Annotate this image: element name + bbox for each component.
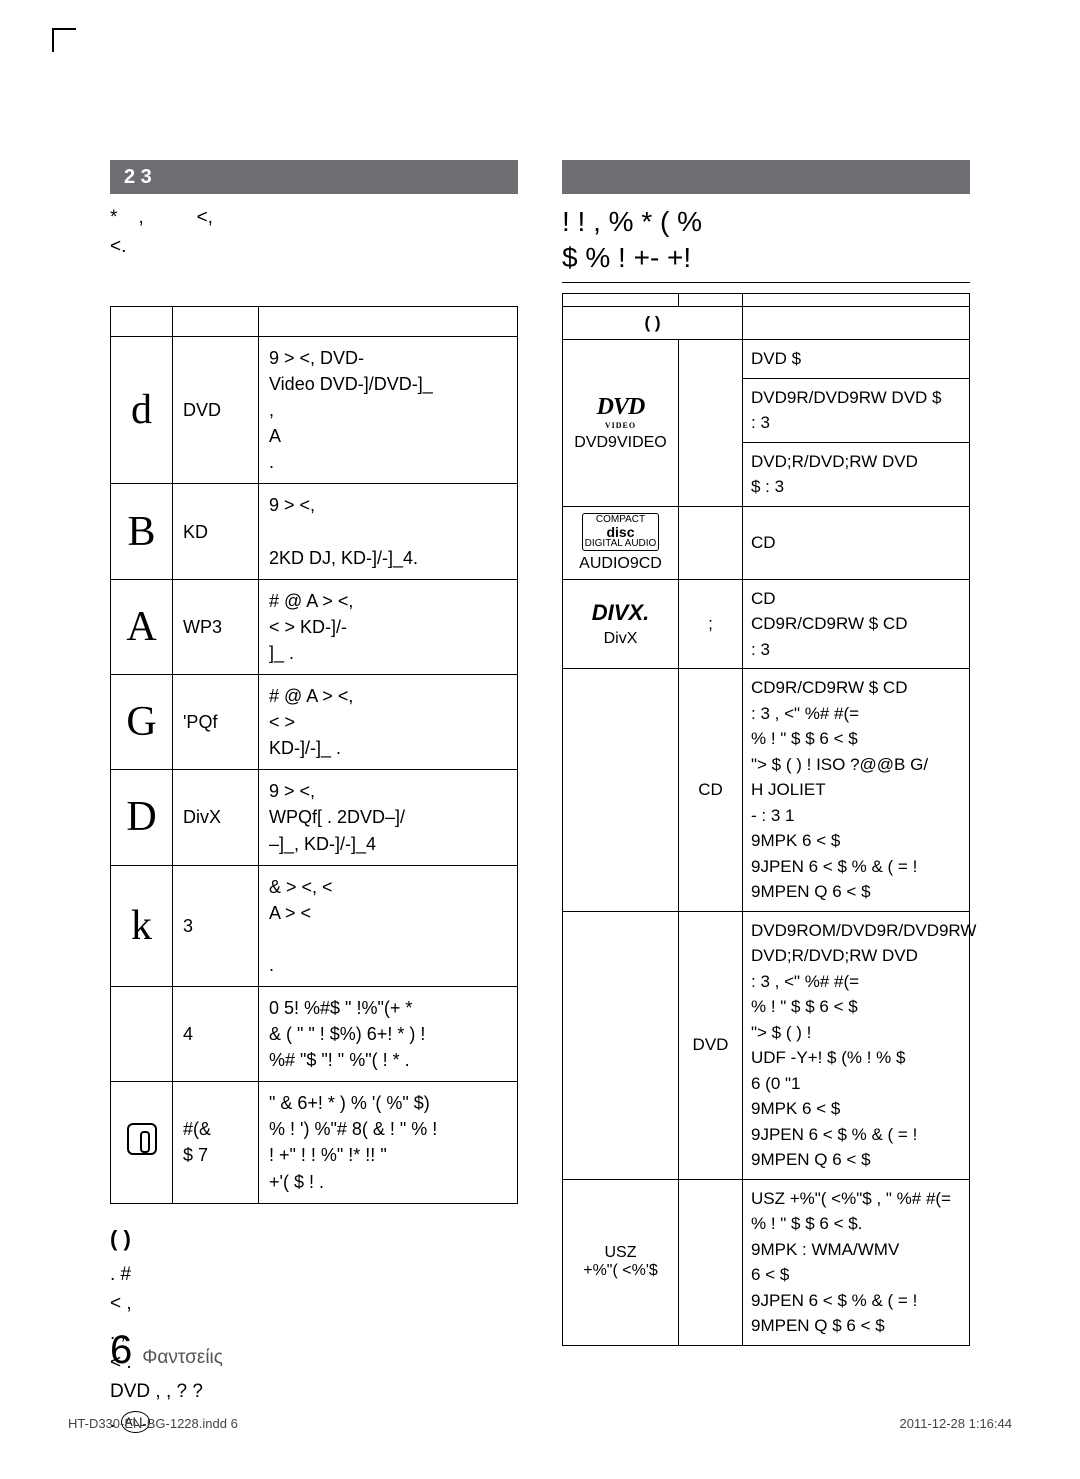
icon-cell xyxy=(111,986,173,1081)
type-desc-cell: CD xyxy=(743,506,970,579)
type-label: AUDIO9CD xyxy=(579,555,662,573)
intro-text: * , <, <. xyxy=(110,204,518,292)
letter-icon: A xyxy=(126,604,156,650)
disc-types-table: ( ) DVDVIDEO DVD9VIDEO DVD $DVD9R/DVD9RW D… xyxy=(562,293,970,1346)
desc-cell: # @ A > <, < > KD-]/-]_ . xyxy=(259,675,518,770)
type-desc-cell: DVD;R/DVD;RW DVD $ : 3 xyxy=(743,442,970,506)
icon-cell: d xyxy=(111,337,173,484)
type-mid-cell: DVD xyxy=(679,911,743,1179)
icons-table: d DVD9 > <, DVD- Video DVD-]/DVD-]_ , A .… xyxy=(110,306,518,1204)
cd-logo-icon: COMPACTdiscDIGITAL AUDIO xyxy=(582,513,660,551)
type-logo-cell: DIVX. DivX xyxy=(563,579,679,669)
icon-cell: A xyxy=(111,579,173,674)
icon-cell: k xyxy=(111,865,173,986)
desc-cell: & > <, < A > < . xyxy=(259,865,518,986)
types-th-3 xyxy=(743,294,970,307)
letter-icon: B xyxy=(127,509,155,555)
term-cell: 'PQf xyxy=(173,675,259,770)
footer-date: 2011-12-28 1:16:44 xyxy=(899,1416,1012,1431)
desc-cell: 9 > <, 2KD DJ, KD-]/-]_4. xyxy=(259,484,518,579)
term-cell: DVD xyxy=(173,337,259,484)
desc-cell: 0 5! %#$ " !%"(+ * & ( " " ! $%) 6+! * )… xyxy=(259,986,518,1081)
desc-cell: 9 > <, DVD- Video DVD-]/DVD-]_ , A . xyxy=(259,337,518,484)
type-label: USZ +%"( <%'$ xyxy=(583,1244,658,1280)
icons-th-1 xyxy=(111,307,173,337)
page-label: Φαντσείις xyxy=(142,1347,223,1369)
types-th-group: ( ) xyxy=(563,307,743,340)
type-logo-cell xyxy=(563,911,679,1179)
letter-icon: G xyxy=(126,699,156,745)
type-mid-cell: ; xyxy=(679,579,743,669)
letter-icon: k xyxy=(131,903,152,949)
type-mid-cell xyxy=(679,340,743,507)
type-mid-cell xyxy=(679,1179,743,1345)
icon-cell: G xyxy=(111,675,173,770)
icons-th-2 xyxy=(173,307,259,337)
type-desc-cell: DVD9ROM/DVD9R/DVD9RW DVD;R/DVD;RW DVD : … xyxy=(743,911,970,1179)
type-logo-cell xyxy=(563,669,679,912)
right-title: ! ! , % * ( % $ % ! +- +! xyxy=(562,204,970,278)
types-th-blank xyxy=(743,307,970,340)
term-cell: WP3 xyxy=(173,579,259,674)
region-heading: ( ) xyxy=(110,1226,518,1252)
icon-cell xyxy=(111,1082,173,1203)
tap-icon xyxy=(127,1123,157,1155)
right-section-band xyxy=(562,160,970,194)
type-logo-cell: COMPACTdiscDIGITAL AUDIO AUDIO9CD xyxy=(563,506,679,579)
types-th-2 xyxy=(679,294,743,307)
icon-cell: B xyxy=(111,484,173,579)
icon-cell: D xyxy=(111,770,173,865)
type-mid-cell xyxy=(679,506,743,579)
type-desc-cell: DVD9R/DVD9RW DVD $ : 3 xyxy=(743,378,970,442)
type-logo-cell: DVDVIDEO DVD9VIDEO xyxy=(563,340,679,507)
types-th-1 xyxy=(563,294,679,307)
letter-icon: D xyxy=(126,794,156,840)
icons-th-3 xyxy=(259,307,518,337)
type-mid-cell: CD xyxy=(679,669,743,912)
desc-cell: 9 > <, WPQf[ . 2DVD–]/ –]_, KD-]/-]_4 xyxy=(259,770,518,865)
type-desc-cell: USZ +%"( <%"$ , " %# #(= % ! " $ $ 6 < $… xyxy=(743,1179,970,1345)
left-section-band: 2 3 xyxy=(110,160,518,194)
desc-cell: " & 6+! * ) % '( %" $) % ! ') %"# 8( & !… xyxy=(259,1082,518,1203)
type-label: DVD9VIDEO xyxy=(574,434,666,452)
term-cell: DivX xyxy=(173,770,259,865)
term-cell: #(& $ 7 xyxy=(173,1082,259,1203)
term-cell: KD xyxy=(173,484,259,579)
term-cell: 3 xyxy=(173,865,259,986)
desc-cell: # @ A > <, < > KD-]/- ]_ . xyxy=(259,579,518,674)
type-label: DivX xyxy=(604,630,638,648)
divx-logo-icon: DIVX. xyxy=(592,600,649,626)
dvd-logo-icon: DVDVIDEO xyxy=(597,394,645,430)
footer-file: HT-D330-EN-BG-1228.indd 6 xyxy=(68,1416,238,1431)
letter-icon: d xyxy=(131,387,152,433)
page-number: 6 xyxy=(110,1328,132,1373)
type-logo-cell: USZ +%"( <%'$ xyxy=(563,1179,679,1345)
type-desc-cell: DVD $ xyxy=(743,340,970,379)
type-desc-cell: CD CD9R/CD9RW $ CD : 3 xyxy=(743,579,970,669)
term-cell: 4 xyxy=(173,986,259,1081)
type-desc-cell: CD9R/CD9RW $ CD : 3 , <" %# #(= % ! " $ … xyxy=(743,669,970,912)
